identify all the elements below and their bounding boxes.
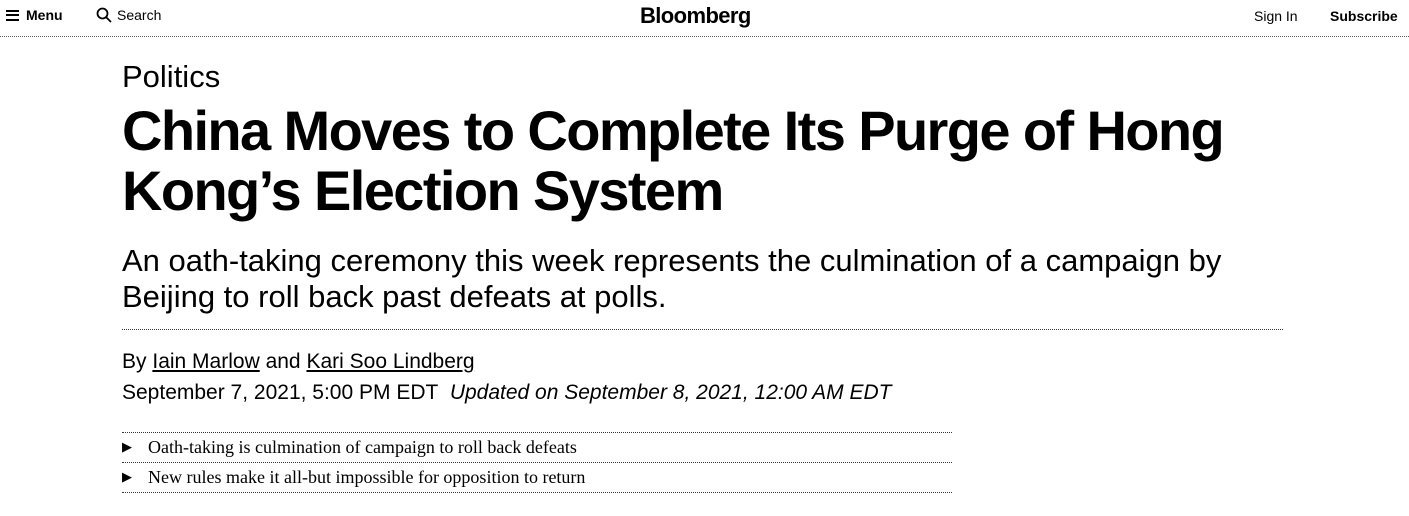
menu-label: Menu bbox=[26, 7, 63, 23]
headline: China Moves to Complete Its Purge of Hon… bbox=[122, 99, 1225, 222]
author-link-kari-soo-lindberg[interactable]: Kari Soo Lindberg bbox=[306, 350, 475, 373]
article-dek: An oath-taking ceremony this week repres… bbox=[122, 243, 1222, 314]
hamburger-icon bbox=[6, 9, 19, 21]
subscribe-link[interactable]: Subscribe bbox=[1330, 8, 1398, 24]
summary-bullets: ▶ Oath-taking is culmination of campaign… bbox=[122, 432, 952, 493]
search-label: Search bbox=[117, 7, 162, 23]
published-date: September 7, 2021, 5:00 PM EDT bbox=[122, 381, 438, 404]
top-nav: Menu Search Bloomberg Sign In Subscribe bbox=[0, 0, 1409, 37]
divider bbox=[122, 329, 1283, 330]
play-triangle-icon: ▶ bbox=[122, 440, 132, 455]
bullet-text: New rules make it all-but impossible for… bbox=[148, 467, 586, 487]
byline-prefix: By bbox=[122, 350, 147, 373]
article-dates: September 7, 2021, 5:00 PM EDT Updated o… bbox=[122, 378, 1283, 408]
menu-button[interactable]: Menu bbox=[6, 7, 63, 23]
updated-date: Updated on September 8, 2021, 12:00 AM E… bbox=[449, 381, 892, 404]
bloomberg-logo[interactable]: Bloomberg bbox=[640, 3, 751, 28]
play-triangle-icon: ▶ bbox=[122, 470, 132, 485]
search-icon bbox=[96, 7, 112, 23]
bullet-text: Oath-taking is culmination of campaign t… bbox=[148, 437, 577, 457]
summary-bullet: ▶ Oath-taking is culmination of campaign… bbox=[122, 433, 952, 463]
byline-conjunction: and bbox=[265, 350, 301, 373]
author-link-iain-marlow[interactable]: Iain Marlow bbox=[152, 350, 260, 373]
summary-bullet: ▶ New rules make it all-but impossible f… bbox=[122, 463, 952, 493]
sign-in-link[interactable]: Sign In bbox=[1254, 8, 1298, 24]
search-button[interactable]: Search bbox=[96, 7, 161, 23]
section-link[interactable]: Politics bbox=[122, 59, 221, 94]
article-header: Politics China Moves to Complete Its Pur… bbox=[122, 58, 1283, 493]
byline: By Iain Marlow and Kari Soo Lindberg bbox=[122, 347, 1283, 377]
